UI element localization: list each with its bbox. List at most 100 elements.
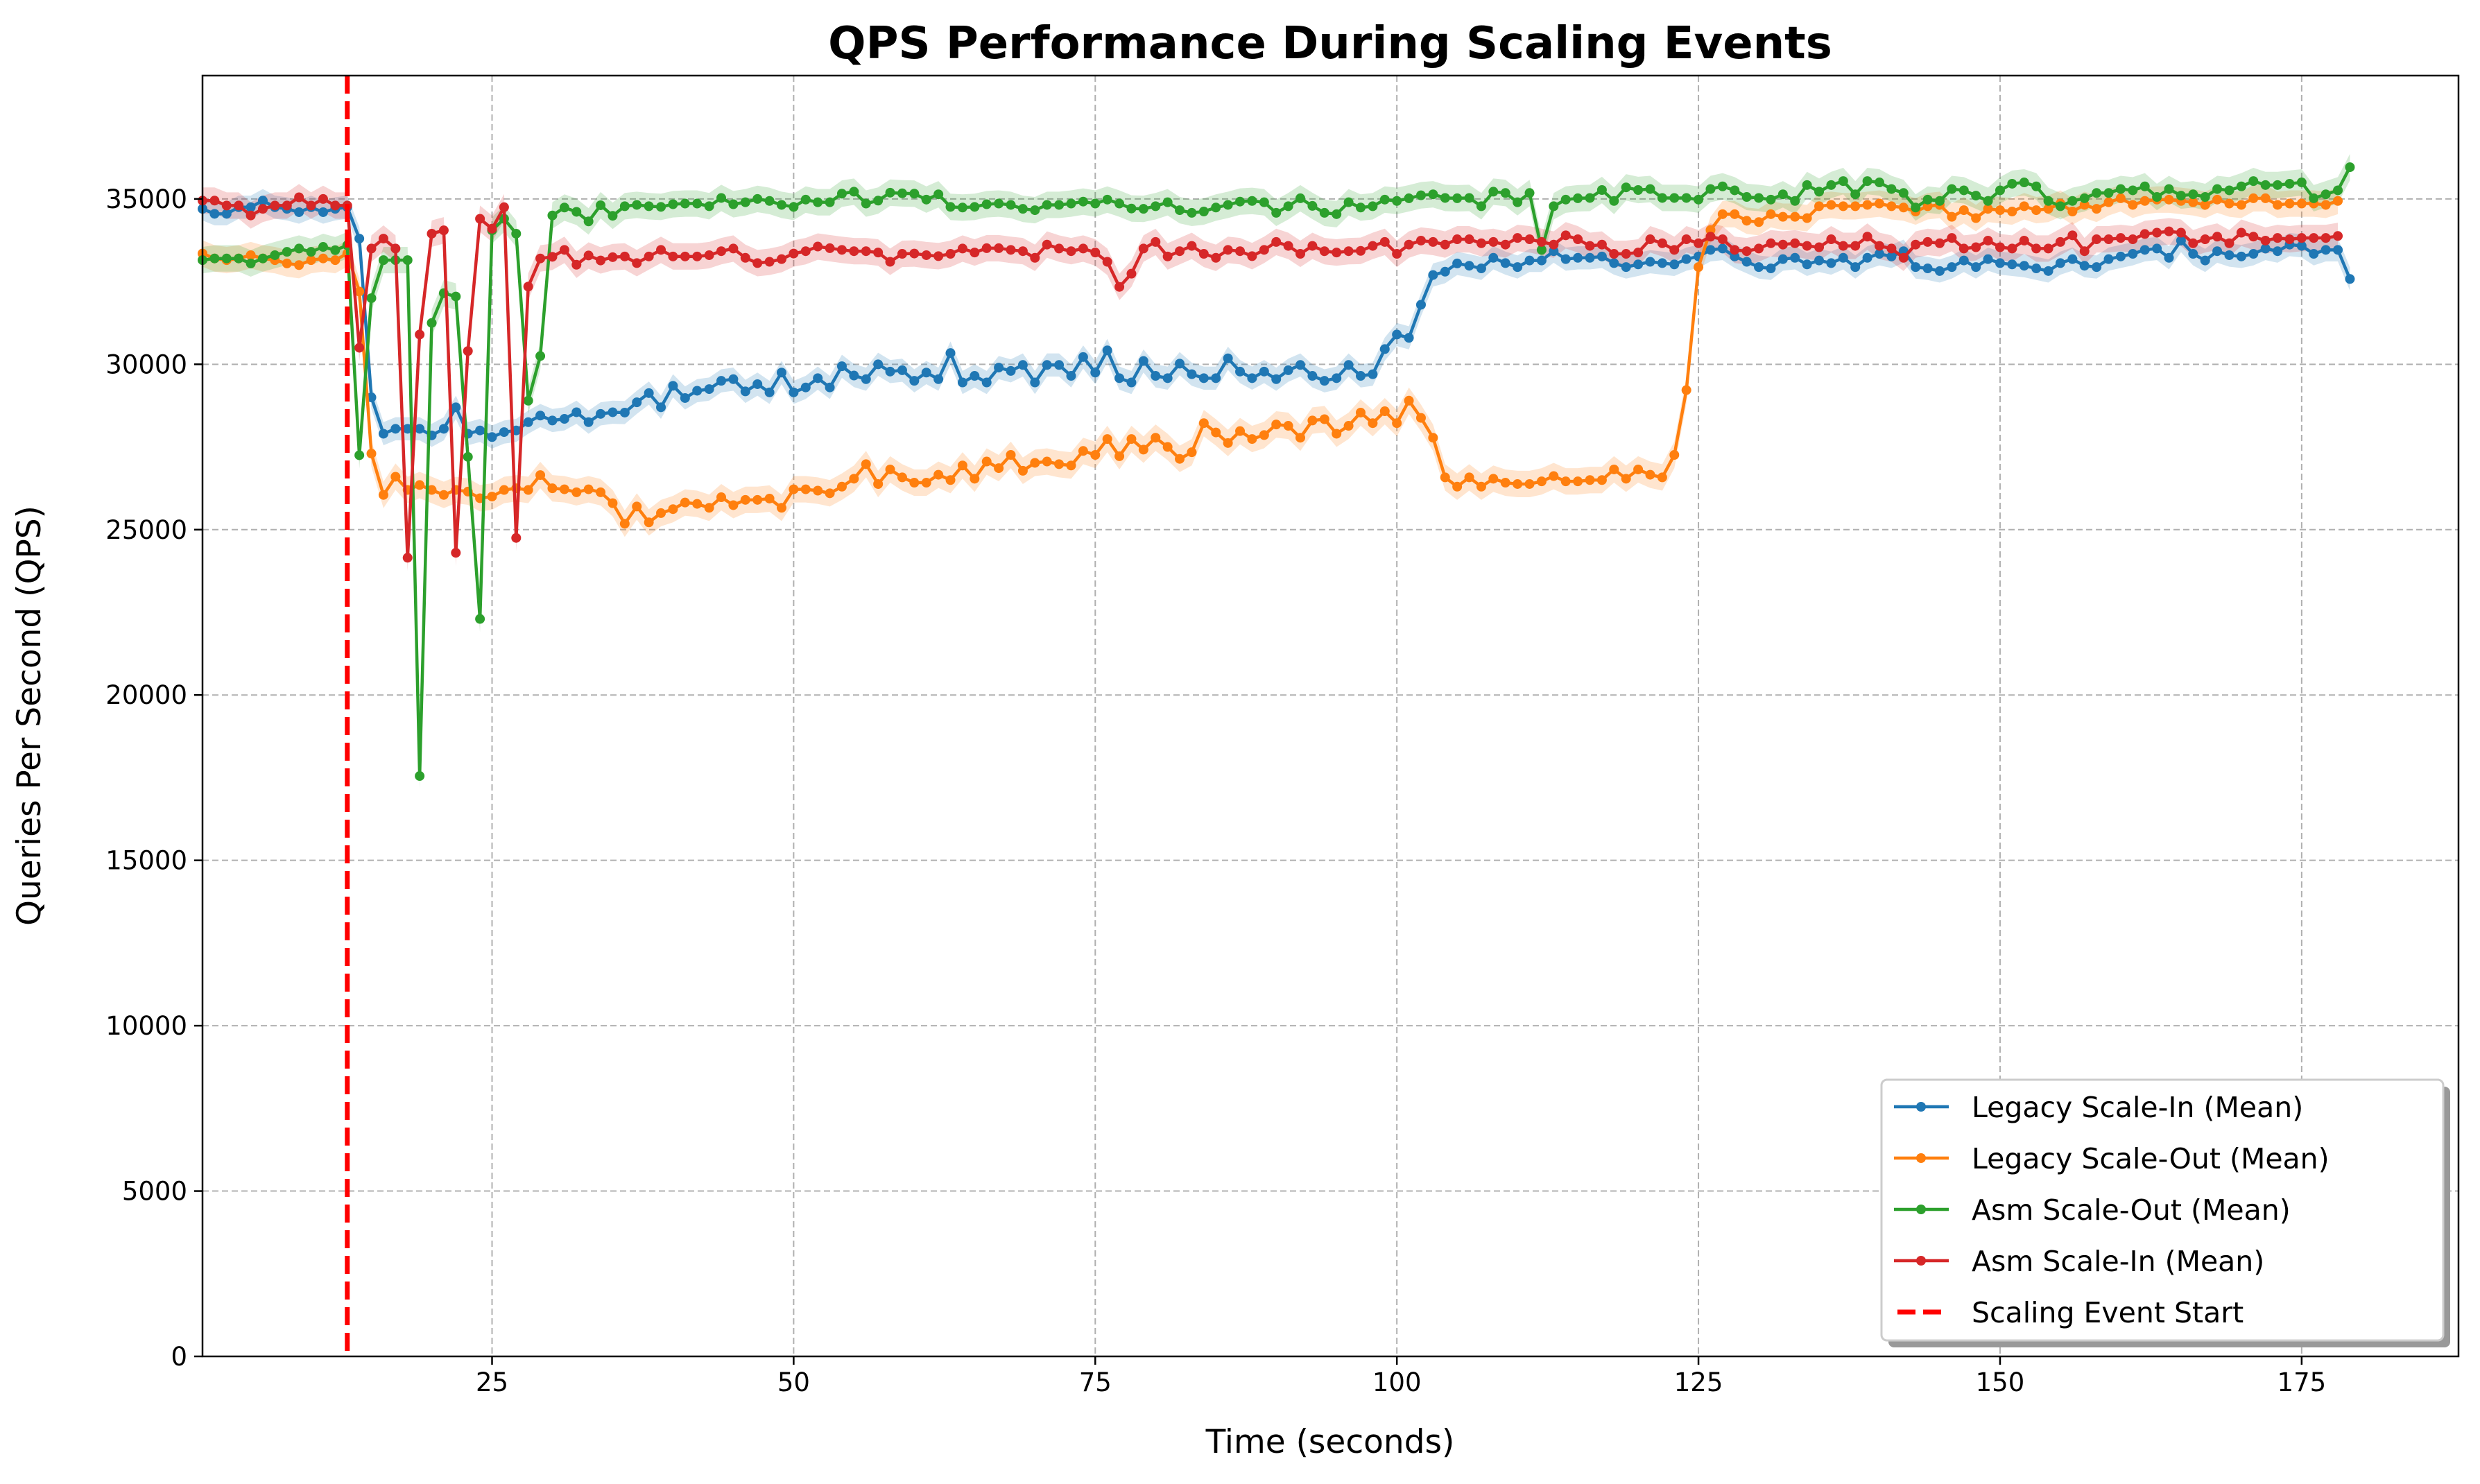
data-point xyxy=(704,503,714,513)
data-point xyxy=(1428,189,1438,200)
data-point xyxy=(1862,252,1872,263)
x-tick-label: 100 xyxy=(1372,1367,1422,1397)
data-point xyxy=(547,210,558,221)
data-point xyxy=(933,251,944,261)
data-point xyxy=(2273,246,2283,257)
data-point xyxy=(306,255,316,266)
data-point xyxy=(1754,217,1764,227)
data-point xyxy=(221,209,232,219)
data-point xyxy=(2152,227,2162,238)
data-point xyxy=(2188,189,2198,200)
data-point xyxy=(523,417,533,427)
data-point xyxy=(909,248,920,259)
data-point xyxy=(499,202,509,212)
data-point xyxy=(1488,236,1499,247)
data-point xyxy=(559,484,569,494)
data-point xyxy=(2152,192,2162,202)
data-point xyxy=(1790,212,1800,222)
data-point xyxy=(1741,192,1752,202)
data-point xyxy=(1814,242,1825,252)
data-point xyxy=(427,318,437,328)
data-point xyxy=(632,501,642,512)
legend-label: Asm Scale-In (Mean) xyxy=(1972,1245,2264,1278)
data-point xyxy=(1017,360,1028,370)
data-point xyxy=(1886,243,1897,254)
data-point xyxy=(1886,184,1897,194)
data-point xyxy=(1609,258,1619,268)
data-point xyxy=(776,503,786,513)
data-point xyxy=(1332,248,1342,258)
data-point xyxy=(861,459,871,469)
data-point xyxy=(2067,207,2078,217)
data-point xyxy=(1983,235,1993,245)
data-point xyxy=(1766,238,1776,248)
data-point xyxy=(475,425,485,435)
legend-label: Legacy Scale-Out (Mean) xyxy=(1972,1142,2330,1175)
data-point xyxy=(378,429,388,439)
data-point xyxy=(789,484,799,494)
data-point xyxy=(2055,258,2065,268)
data-point xyxy=(1259,430,1269,440)
data-point xyxy=(1271,207,1282,218)
data-point xyxy=(776,368,786,378)
data-point xyxy=(2067,230,2078,241)
data-point xyxy=(547,252,558,262)
data-point xyxy=(981,199,992,209)
x-tick-label: 25 xyxy=(476,1367,508,1397)
data-point xyxy=(680,497,690,508)
data-point xyxy=(1198,373,1209,383)
data-point xyxy=(1319,207,1329,218)
data-point xyxy=(1814,201,1825,212)
data-point xyxy=(1850,262,1861,273)
data-point xyxy=(1777,189,1788,200)
data-point xyxy=(1223,200,1233,210)
data-point xyxy=(499,427,509,438)
data-point xyxy=(716,376,727,386)
data-point xyxy=(752,379,763,389)
data-point xyxy=(1404,239,1414,250)
data-point xyxy=(728,199,739,209)
data-point xyxy=(836,189,847,199)
data-point xyxy=(692,499,703,509)
data-point xyxy=(656,202,666,212)
data-point xyxy=(1343,360,1354,370)
data-point xyxy=(475,214,485,224)
data-point xyxy=(511,533,522,543)
data-point xyxy=(1271,374,1282,384)
data-point xyxy=(813,241,823,252)
data-point xyxy=(1332,209,1342,219)
data-point xyxy=(354,343,365,353)
data-point xyxy=(318,193,328,204)
data-point xyxy=(1151,371,1161,381)
data-point xyxy=(2079,261,2090,271)
data-point xyxy=(1235,426,1246,436)
data-point xyxy=(800,194,811,205)
data-point xyxy=(294,192,304,202)
data-point xyxy=(2296,233,2307,243)
data-point xyxy=(1995,258,2005,268)
data-point xyxy=(668,504,678,515)
data-point xyxy=(2067,254,2078,264)
data-point xyxy=(1862,232,1872,242)
data-point xyxy=(1717,181,1728,191)
data-point xyxy=(1621,249,1631,259)
data-point xyxy=(1126,434,1137,445)
data-point xyxy=(282,247,292,257)
data-point xyxy=(1054,360,1065,370)
data-point xyxy=(2019,235,2029,245)
data-point xyxy=(1645,257,1655,267)
data-point xyxy=(1175,454,1185,464)
data-point xyxy=(2260,193,2271,203)
data-point xyxy=(1211,373,1221,383)
data-point xyxy=(1838,176,1848,187)
data-point xyxy=(1452,234,1463,245)
data-point xyxy=(1947,233,1957,243)
data-point xyxy=(1513,262,1523,273)
legend-marker xyxy=(1916,1153,1926,1163)
data-point xyxy=(1958,255,1969,266)
data-point xyxy=(1717,243,1728,254)
data-point xyxy=(1573,234,1583,245)
data-point xyxy=(2043,204,2053,214)
data-point xyxy=(1162,197,1173,207)
data-point xyxy=(330,200,341,211)
